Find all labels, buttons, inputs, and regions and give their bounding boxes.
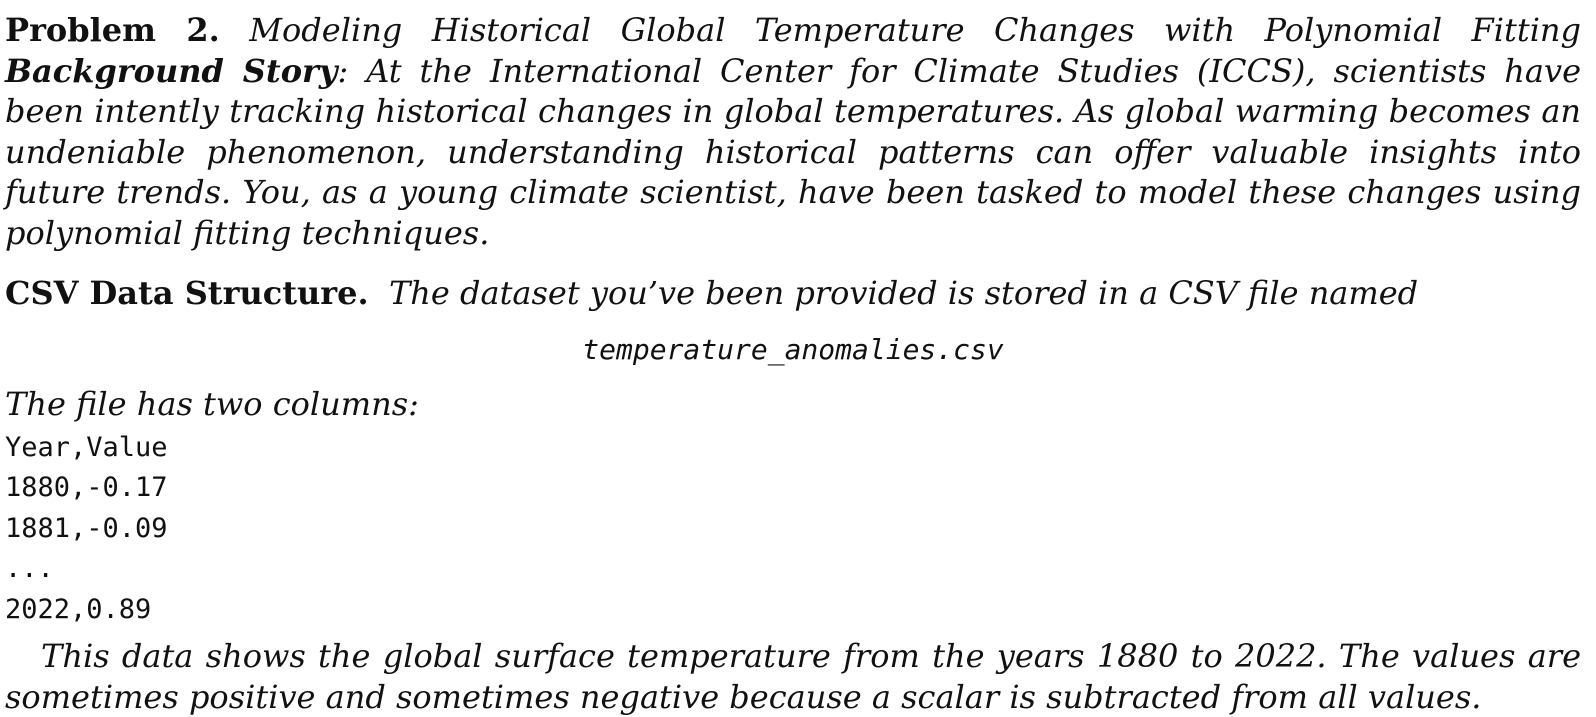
problem-label: Problem 2.: [5, 11, 220, 49]
csv-structure-heading: CSV Data Structure.: [5, 274, 369, 312]
csv-code-block: Year,Value 1880,-0.17 1881,-0.09 ... 202…: [5, 428, 1581, 631]
problem-title: Modeling Historical Global Temperature C…: [249, 11, 1582, 49]
document-page: Problem 2. Modeling Historical Global Te…: [5, 10, 1581, 717]
code-line: Year,Value: [5, 431, 168, 463]
code-line: 2022,0.89: [5, 593, 152, 625]
data-description-paragraph: This data shows the global surface tempe…: [5, 637, 1581, 716]
columns-intro: The file has two columns:: [5, 384, 419, 423]
code-line: ...: [5, 553, 54, 584]
background-story-text: : At the International Center for Climat…: [5, 51, 1582, 252]
background-story-label: Background Story: [5, 51, 338, 90]
csv-structure-paragraph: CSV Data Structure. The dataset you’ve b…: [5, 273, 1581, 314]
code-line: 1881,-0.09: [5, 512, 168, 544]
code-line: 1880,-0.17: [5, 472, 168, 503]
csv-structure-text: The dataset you’ve been provided is stor…: [388, 274, 1419, 312]
csv-filename: temperature_anomalies.csv: [582, 332, 1004, 366]
problem-paragraph: Problem 2. Modeling Historical Global Te…: [5, 10, 1581, 253]
